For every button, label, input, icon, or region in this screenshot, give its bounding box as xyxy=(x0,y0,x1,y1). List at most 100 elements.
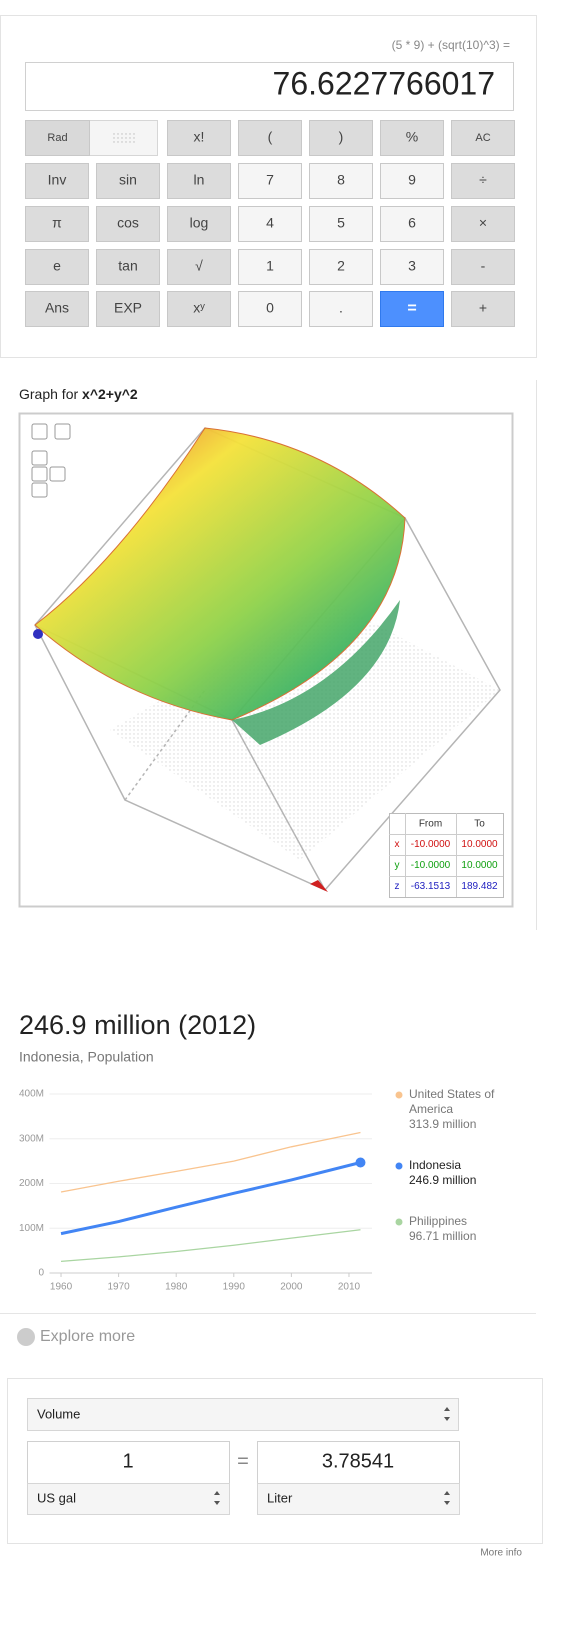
y-tick-label: 300M xyxy=(19,1133,44,1144)
to-unit: Liter xyxy=(267,1490,293,1505)
table-cell: -10.0000 xyxy=(411,839,451,850)
calc-button[interactable] xyxy=(309,120,373,156)
graph-controls[interactable] xyxy=(31,423,71,498)
to-unit-select[interactable] xyxy=(257,1483,460,1515)
calc-button-label: log xyxy=(190,215,209,231)
calc-button[interactable] xyxy=(309,163,373,199)
legend-label: United States of America xyxy=(409,1087,495,1116)
calc-button[interactable] xyxy=(380,163,444,199)
calc-button[interactable] xyxy=(167,291,231,327)
from-unit-select[interactable] xyxy=(27,1483,230,1515)
table-cell: z xyxy=(395,881,400,892)
calc-button[interactable] xyxy=(167,249,231,285)
series-line xyxy=(60,1161,361,1236)
legend-value: 96.71 million xyxy=(409,1229,476,1243)
globe-icon xyxy=(17,1328,35,1346)
calc-button-label: 0 xyxy=(266,300,274,316)
calc-button-label: = xyxy=(407,300,416,317)
display xyxy=(25,62,514,111)
calc-button[interactable] xyxy=(167,163,231,199)
calc-button-label: 6 xyxy=(408,215,416,231)
calc-button[interactable] xyxy=(380,206,444,242)
legend-value: 313.9 million xyxy=(409,1117,476,1131)
calc-button[interactable] xyxy=(451,249,515,285)
calc-button[interactable] xyxy=(238,163,302,199)
calc-button[interactable] xyxy=(309,249,373,285)
calc-button-label: 7 xyxy=(266,172,274,188)
graph-min-marker xyxy=(33,629,43,639)
calc-button[interactable] xyxy=(25,291,89,327)
calc-button[interactable] xyxy=(96,249,160,285)
table-cell: y xyxy=(395,860,400,871)
series-line xyxy=(60,1229,361,1263)
graph-surface-underside xyxy=(232,600,400,745)
calc-button[interactable] xyxy=(451,206,515,242)
calc-button[interactable] xyxy=(309,206,373,242)
calc-button[interactable] xyxy=(238,249,302,285)
graph-floor xyxy=(110,600,500,860)
chart-title: 246.9 million (2012) xyxy=(19,1010,256,1040)
calc-button-label: ( xyxy=(268,129,273,145)
y-tick-label: 0 xyxy=(38,1268,44,1279)
quantity: Volume xyxy=(37,1406,80,1421)
calc-button-label: 2 xyxy=(337,258,345,274)
y-tick-label: 100M xyxy=(19,1223,44,1234)
graph-function: x^2+y^2 xyxy=(82,386,138,402)
from-input[interactable] xyxy=(27,1441,230,1484)
calc-button-label: √ xyxy=(195,258,203,274)
calc-button-label: ) xyxy=(339,129,344,145)
calc-button[interactable] xyxy=(380,249,444,285)
calc-button-label: Rad xyxy=(47,132,67,144)
calc-button[interactable] xyxy=(25,120,90,156)
calc-button-label: 3 xyxy=(408,258,416,274)
x-tick-label: 2000 xyxy=(280,1282,303,1293)
chart-subtitle: Indonesia, Population xyxy=(19,1049,154,1065)
table-cell: -10.0000 xyxy=(411,860,451,871)
calc-button[interactable] xyxy=(380,120,444,156)
calc-button-label: 1 xyxy=(266,258,274,274)
calc-button-label: % xyxy=(406,129,418,145)
calc-button-label: Ans xyxy=(45,300,69,316)
calc-button[interactable] xyxy=(96,163,160,199)
calc-button[interactable] xyxy=(25,249,89,285)
calc-button[interactable] xyxy=(238,120,302,156)
calc-button-label: 8 xyxy=(337,172,345,188)
calc-button-label: - xyxy=(481,258,486,274)
calc-button[interactable] xyxy=(167,120,231,156)
calc-button[interactable] xyxy=(380,291,444,327)
legend-marker xyxy=(395,1162,403,1170)
table-header: To xyxy=(474,819,485,830)
calc-button[interactable] xyxy=(96,291,160,327)
table-cell: 10.0000 xyxy=(461,860,498,871)
calc-button[interactable] xyxy=(25,206,89,242)
y-tick-label: 400M xyxy=(19,1089,44,1100)
calc-button[interactable] xyxy=(167,206,231,242)
calc-button[interactable] xyxy=(238,206,302,242)
x-tick-label: 1970 xyxy=(107,1282,130,1293)
calc-button-label: Inv xyxy=(48,172,67,188)
quantity-select[interactable] xyxy=(27,1398,459,1431)
calc-button-label: π xyxy=(52,215,62,231)
deg-dots xyxy=(111,131,137,145)
calc-button[interactable] xyxy=(238,291,302,327)
legend-marker xyxy=(395,1091,403,1099)
calc-button[interactable] xyxy=(96,206,160,242)
y-tick-label: 200M xyxy=(19,1178,44,1189)
calc-button-label: 9 xyxy=(408,172,416,188)
graph-surface xyxy=(34,427,406,721)
calc-button[interactable] xyxy=(451,163,515,199)
calc-button-label: e xyxy=(53,258,61,274)
calc-button[interactable] xyxy=(25,163,89,199)
legend-label: Indonesia xyxy=(409,1158,461,1172)
to-value: 3.78541 xyxy=(322,1450,394,1472)
calc-button[interactable] xyxy=(451,120,515,156)
calc-button[interactable] xyxy=(309,291,373,327)
explore-more[interactable]: Explore more xyxy=(40,1328,135,1345)
more-info[interactable]: More info xyxy=(480,1548,522,1559)
graph-axis-tip xyxy=(310,880,328,892)
to-input[interactable] xyxy=(257,1441,460,1484)
calc-button[interactable] xyxy=(451,291,515,327)
x-tick-label: 1980 xyxy=(165,1282,188,1293)
calc-button-label: cos xyxy=(117,215,139,231)
